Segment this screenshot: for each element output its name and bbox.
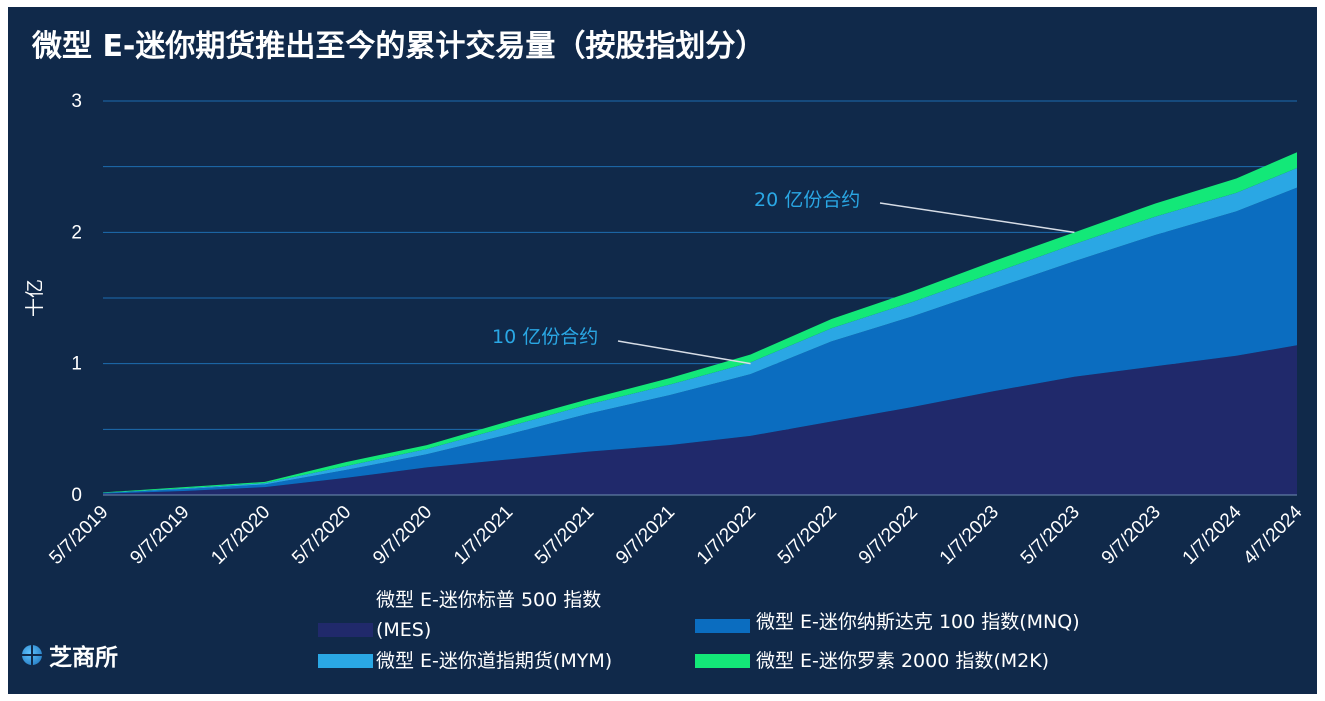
x-tick-label: 5/7/2019 [45,502,112,569]
x-tick-label: 5/7/2020 [288,502,355,569]
annotation-label: 10 亿份合约 [492,326,598,348]
legend-label-mes-line1: 微型 E-迷你标普 500 指数 [376,589,602,611]
legend-swatch-mes [318,623,373,637]
x-tick-label: 4/7/2024 [1239,501,1306,568]
x-tick-label: 1/7/2020 [207,502,274,569]
chart-title: 微型 E-迷你期货推出至今的累计交易量（按股指划分） [32,29,766,64]
globe-icon [22,645,42,665]
x-tick-label: 9/7/2023 [1098,502,1165,569]
annotation-line [879,202,1075,234]
legend-swatch-m2k [695,654,750,668]
x-tick-label: 9/7/2019 [126,502,193,569]
y-tick-label: 3 [71,91,82,112]
x-tick-label: 1/7/2022 [693,502,760,569]
cme-logo: 芝商所 [22,638,118,672]
x-tick-label: 5/7/2021 [531,502,598,569]
y-axis-label: 十亿 [24,279,46,317]
x-tick-label: 1/7/2024 [1179,501,1246,568]
x-tick-label: 1/7/2023 [936,502,1003,569]
x-tick-label: 9/7/2021 [612,502,679,569]
y-tick-label: 0 [71,485,82,506]
area-series-mes [103,345,1297,495]
y-tick-label: 2 [71,222,82,243]
area-series-mnq [103,187,1297,494]
legend-label-mes-line2: (MES) [376,619,432,641]
x-tick-label: 5/7/2022 [774,502,841,569]
legend-swatch-mym [318,654,373,668]
logo-text: 芝商所 [49,645,118,671]
legend-label-mym: 微型 E-迷你道指期货(MYM) [376,650,613,672]
x-tick-label: 9/7/2020 [369,502,436,569]
x-tick-label: 1/7/2021 [450,502,517,569]
annotation-line [617,340,751,365]
annotation-label: 20 亿份合约 [754,189,860,211]
legend-label-m2k: 微型 E-迷你罗素 2000 指数(M2K) [756,650,1050,672]
legend-label-mnq: 微型 E-迷你纳斯达克 100 指数(MNQ) [756,611,1080,633]
x-tick-label: 5/7/2023 [1017,502,1084,569]
legend-swatch-mnq [695,619,750,633]
y-tick-label: 1 [71,354,82,375]
x-tick-label: 9/7/2022 [855,502,922,569]
